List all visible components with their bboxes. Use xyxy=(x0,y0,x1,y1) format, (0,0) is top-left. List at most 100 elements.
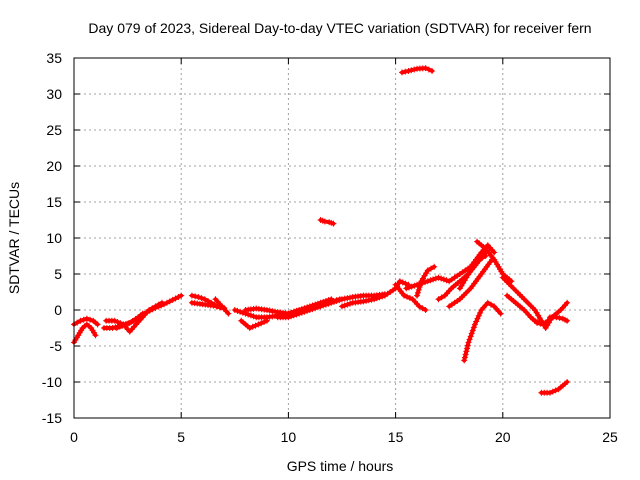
data-point xyxy=(429,67,436,74)
data-point xyxy=(415,286,422,293)
data-point xyxy=(327,298,334,305)
data-point xyxy=(414,289,421,296)
series-arc-14 xyxy=(317,217,337,227)
data-point xyxy=(416,283,423,290)
data-point xyxy=(113,325,120,331)
data-point xyxy=(258,320,265,327)
data-point xyxy=(291,308,298,315)
x-tick-label: 5 xyxy=(177,429,185,445)
data-point xyxy=(304,305,311,312)
data-point xyxy=(402,280,409,287)
data-point xyxy=(213,303,220,310)
data-point xyxy=(122,321,129,328)
data-point xyxy=(339,303,345,310)
data-point xyxy=(549,388,556,395)
data-point xyxy=(474,315,481,322)
data-point xyxy=(414,292,421,299)
y-tick-label: 30 xyxy=(46,86,62,102)
series-arc-25 xyxy=(474,238,515,285)
data-point xyxy=(288,309,295,316)
data-point xyxy=(341,295,348,302)
data-point xyxy=(298,307,305,313)
data-point xyxy=(422,307,429,313)
data-point xyxy=(396,278,403,285)
data-point xyxy=(94,321,101,328)
data-point xyxy=(188,292,195,299)
series-arc-17 xyxy=(392,281,429,313)
series-track xyxy=(462,300,503,363)
data-point xyxy=(128,319,135,325)
data-point xyxy=(403,285,410,292)
data-point xyxy=(261,319,268,325)
data-point xyxy=(158,299,165,306)
data-point xyxy=(425,66,432,73)
data-point xyxy=(111,317,118,324)
data-point xyxy=(464,345,471,352)
data-point xyxy=(405,67,412,74)
data-point xyxy=(163,299,170,306)
y-tick-label: -5 xyxy=(50,338,63,354)
data-point xyxy=(404,293,411,300)
series-arc-4 xyxy=(103,299,165,335)
data-point xyxy=(471,321,478,328)
data-point xyxy=(295,307,302,314)
data-point xyxy=(250,313,257,320)
x-tick-label: 25 xyxy=(602,429,618,445)
data-point xyxy=(488,301,495,308)
data-point xyxy=(431,263,438,270)
data-point xyxy=(438,294,445,301)
data-point xyxy=(399,279,406,286)
data-point xyxy=(152,303,159,310)
data-point xyxy=(175,294,182,301)
data-point xyxy=(116,323,123,330)
data-point xyxy=(114,319,121,325)
data-point xyxy=(443,277,450,284)
series-arc-20 xyxy=(414,263,438,299)
data-point xyxy=(475,312,482,319)
data-point xyxy=(482,253,489,259)
data-point xyxy=(537,320,544,327)
data-point xyxy=(411,66,418,73)
x-tick-label: 0 xyxy=(70,429,78,445)
x-tick-label: 15 xyxy=(388,429,404,445)
data-point xyxy=(80,316,87,323)
y-tick-label: 0 xyxy=(54,302,62,318)
data-point xyxy=(422,65,429,72)
data-point xyxy=(344,295,351,302)
data-point xyxy=(263,317,270,324)
data-point xyxy=(330,220,337,227)
series-arc-13 xyxy=(285,296,343,317)
data-point xyxy=(461,354,468,361)
data-point xyxy=(416,303,423,310)
data-point xyxy=(252,322,259,329)
data-point xyxy=(406,295,413,301)
data-point xyxy=(469,327,476,334)
data-point xyxy=(225,310,232,317)
data-point xyxy=(435,274,442,281)
data-point xyxy=(556,314,563,321)
data-point xyxy=(333,297,340,304)
data-point xyxy=(317,301,324,308)
y-tick-label: 15 xyxy=(46,194,62,210)
data-point xyxy=(272,308,278,315)
data-point xyxy=(427,265,434,272)
data-point xyxy=(301,306,308,313)
grid xyxy=(74,58,610,418)
data-point xyxy=(347,300,354,307)
data-point xyxy=(419,305,426,312)
data-point xyxy=(246,325,253,331)
data-point xyxy=(461,357,468,364)
data-point xyxy=(321,218,328,225)
data-point xyxy=(476,256,483,263)
data-point xyxy=(125,320,132,327)
data-point xyxy=(249,323,256,330)
data-point xyxy=(491,249,498,256)
data-point xyxy=(344,301,351,308)
series-arc-10 xyxy=(238,317,270,331)
data-point xyxy=(497,310,504,317)
series-arc-1 xyxy=(71,321,99,346)
data-point xyxy=(564,299,571,306)
data-point xyxy=(411,282,418,289)
data-point xyxy=(119,322,126,329)
